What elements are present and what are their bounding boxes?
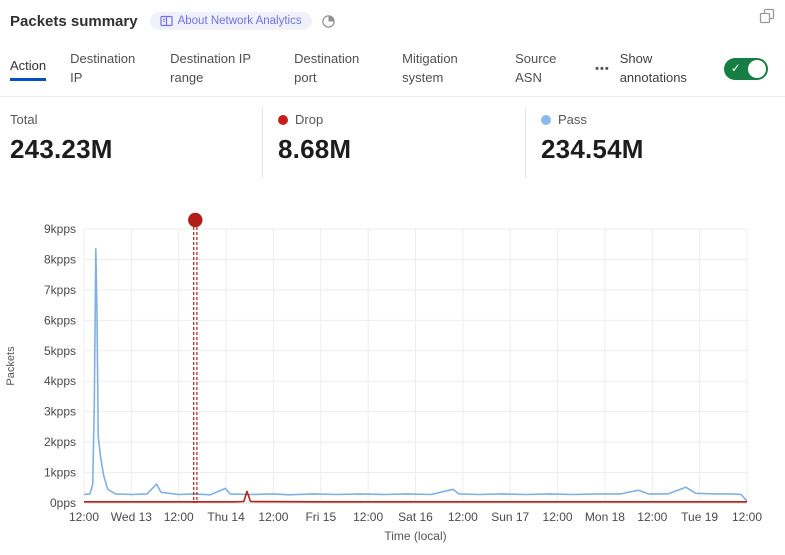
stat-drop-label: Drop	[295, 112, 324, 127]
stat-total-label: Total	[10, 112, 38, 127]
x-tick-label: Sat 16	[398, 510, 433, 524]
x-tick-label: Sun 17	[491, 510, 529, 524]
header: Packets summary About Network Analytics	[10, 8, 775, 34]
tab-destination-port[interactable]: Destination port	[294, 51, 360, 85]
time-window-icon[interactable]	[321, 14, 336, 29]
x-tick-label: 12:00	[732, 510, 762, 524]
tab-destination-ip[interactable]: Destination IP	[70, 51, 136, 85]
about-network-analytics-link[interactable]: About Network Analytics	[149, 12, 312, 30]
summary-stats: Total 243.23M Drop 8.68M Pass 234.54M	[0, 108, 785, 178]
x-tick-label: Mon 18	[585, 510, 625, 524]
y-tick-label: 5kpps	[44, 344, 76, 358]
tab-source-asn[interactable]: Source ASN	[515, 51, 557, 85]
chart-canvas[interactable]: 0pps 1kpps 2kpps 3kpps 4kpps 5kpps 6kpps 7kpps 8…	[0, 205, 785, 555]
show-annotations-toggle[interactable]: ✓	[723, 58, 768, 80]
packets-time-series-chart[interactable]: 0pps 1kpps 2kpps 3kpps 4kpps 5kpps 6kpps 7kpps 8…	[0, 205, 785, 555]
x-tick-label: Tue 19	[681, 510, 718, 524]
x-tick-label: 12:00	[637, 510, 667, 524]
stat-total-value: 243.23M	[10, 134, 113, 164]
y-tick-label: 6kpps	[44, 313, 76, 327]
annotation-marker-dot[interactable]	[188, 212, 203, 228]
y-tick-label: 7kpps	[44, 283, 76, 297]
stat-drop: Drop 8.68M	[262, 108, 525, 178]
x-tick-label: 12:00	[353, 510, 383, 524]
tab-mitigation-system[interactable]: Mitigation system	[402, 51, 458, 85]
check-icon: ✓	[730, 61, 741, 75]
about-badge-label: About Network Analytics	[177, 15, 302, 27]
page-title: Packets summary	[10, 12, 138, 30]
dimension-tabs: Action Destination IP Destination IP ran…	[0, 42, 785, 97]
more-tabs-ellipsis-icon[interactable]: •••	[595, 63, 610, 75]
tab-destination-ip-range[interactable]: Destination IP range	[170, 51, 251, 85]
y-tick-label: 0pps	[50, 496, 76, 510]
x-tick-label: 12:00	[258, 510, 288, 524]
y-axis-title: Packets	[5, 346, 17, 386]
x-tick-label: Thu 14	[207, 510, 245, 524]
x-tick-label: 12:00	[164, 510, 194, 524]
toggle-knob	[747, 60, 766, 78]
drop-line	[84, 490, 747, 503]
stat-total: Total 243.23M	[0, 108, 262, 178]
x-tick-label: 12:00	[543, 510, 573, 524]
x-tick-label: Wed 13	[111, 510, 152, 524]
stat-pass-label: Pass	[558, 112, 587, 127]
x-tick-label: Fri 15	[305, 510, 336, 524]
stat-pass: Pass 234.54M	[525, 108, 785, 178]
show-annotations-label: Show annotations	[619, 51, 687, 85]
y-tick-label: 4kpps	[44, 374, 76, 388]
x-tick-label: 12:00	[448, 510, 478, 524]
pass-line	[83, 247, 748, 502]
stat-pass-value: 234.54M	[541, 134, 644, 164]
x-axis-title: Time (local)	[384, 529, 446, 543]
tab-action[interactable]: Action	[10, 57, 47, 82]
drop-legend-dot	[278, 114, 288, 125]
y-tick-label: 3kpps	[44, 405, 76, 419]
y-tick-label: 2kpps	[44, 435, 76, 449]
popout-icon[interactable]	[759, 8, 775, 29]
y-tick-label: 1kpps	[44, 466, 76, 480]
y-tick-label: 9kpps	[44, 222, 76, 236]
stat-drop-value: 8.68M	[278, 134, 352, 164]
pass-legend-dot	[541, 114, 551, 125]
y-tick-label: 8kpps	[44, 252, 76, 266]
book-icon	[159, 15, 173, 27]
x-tick-label: 12:00	[69, 510, 99, 524]
